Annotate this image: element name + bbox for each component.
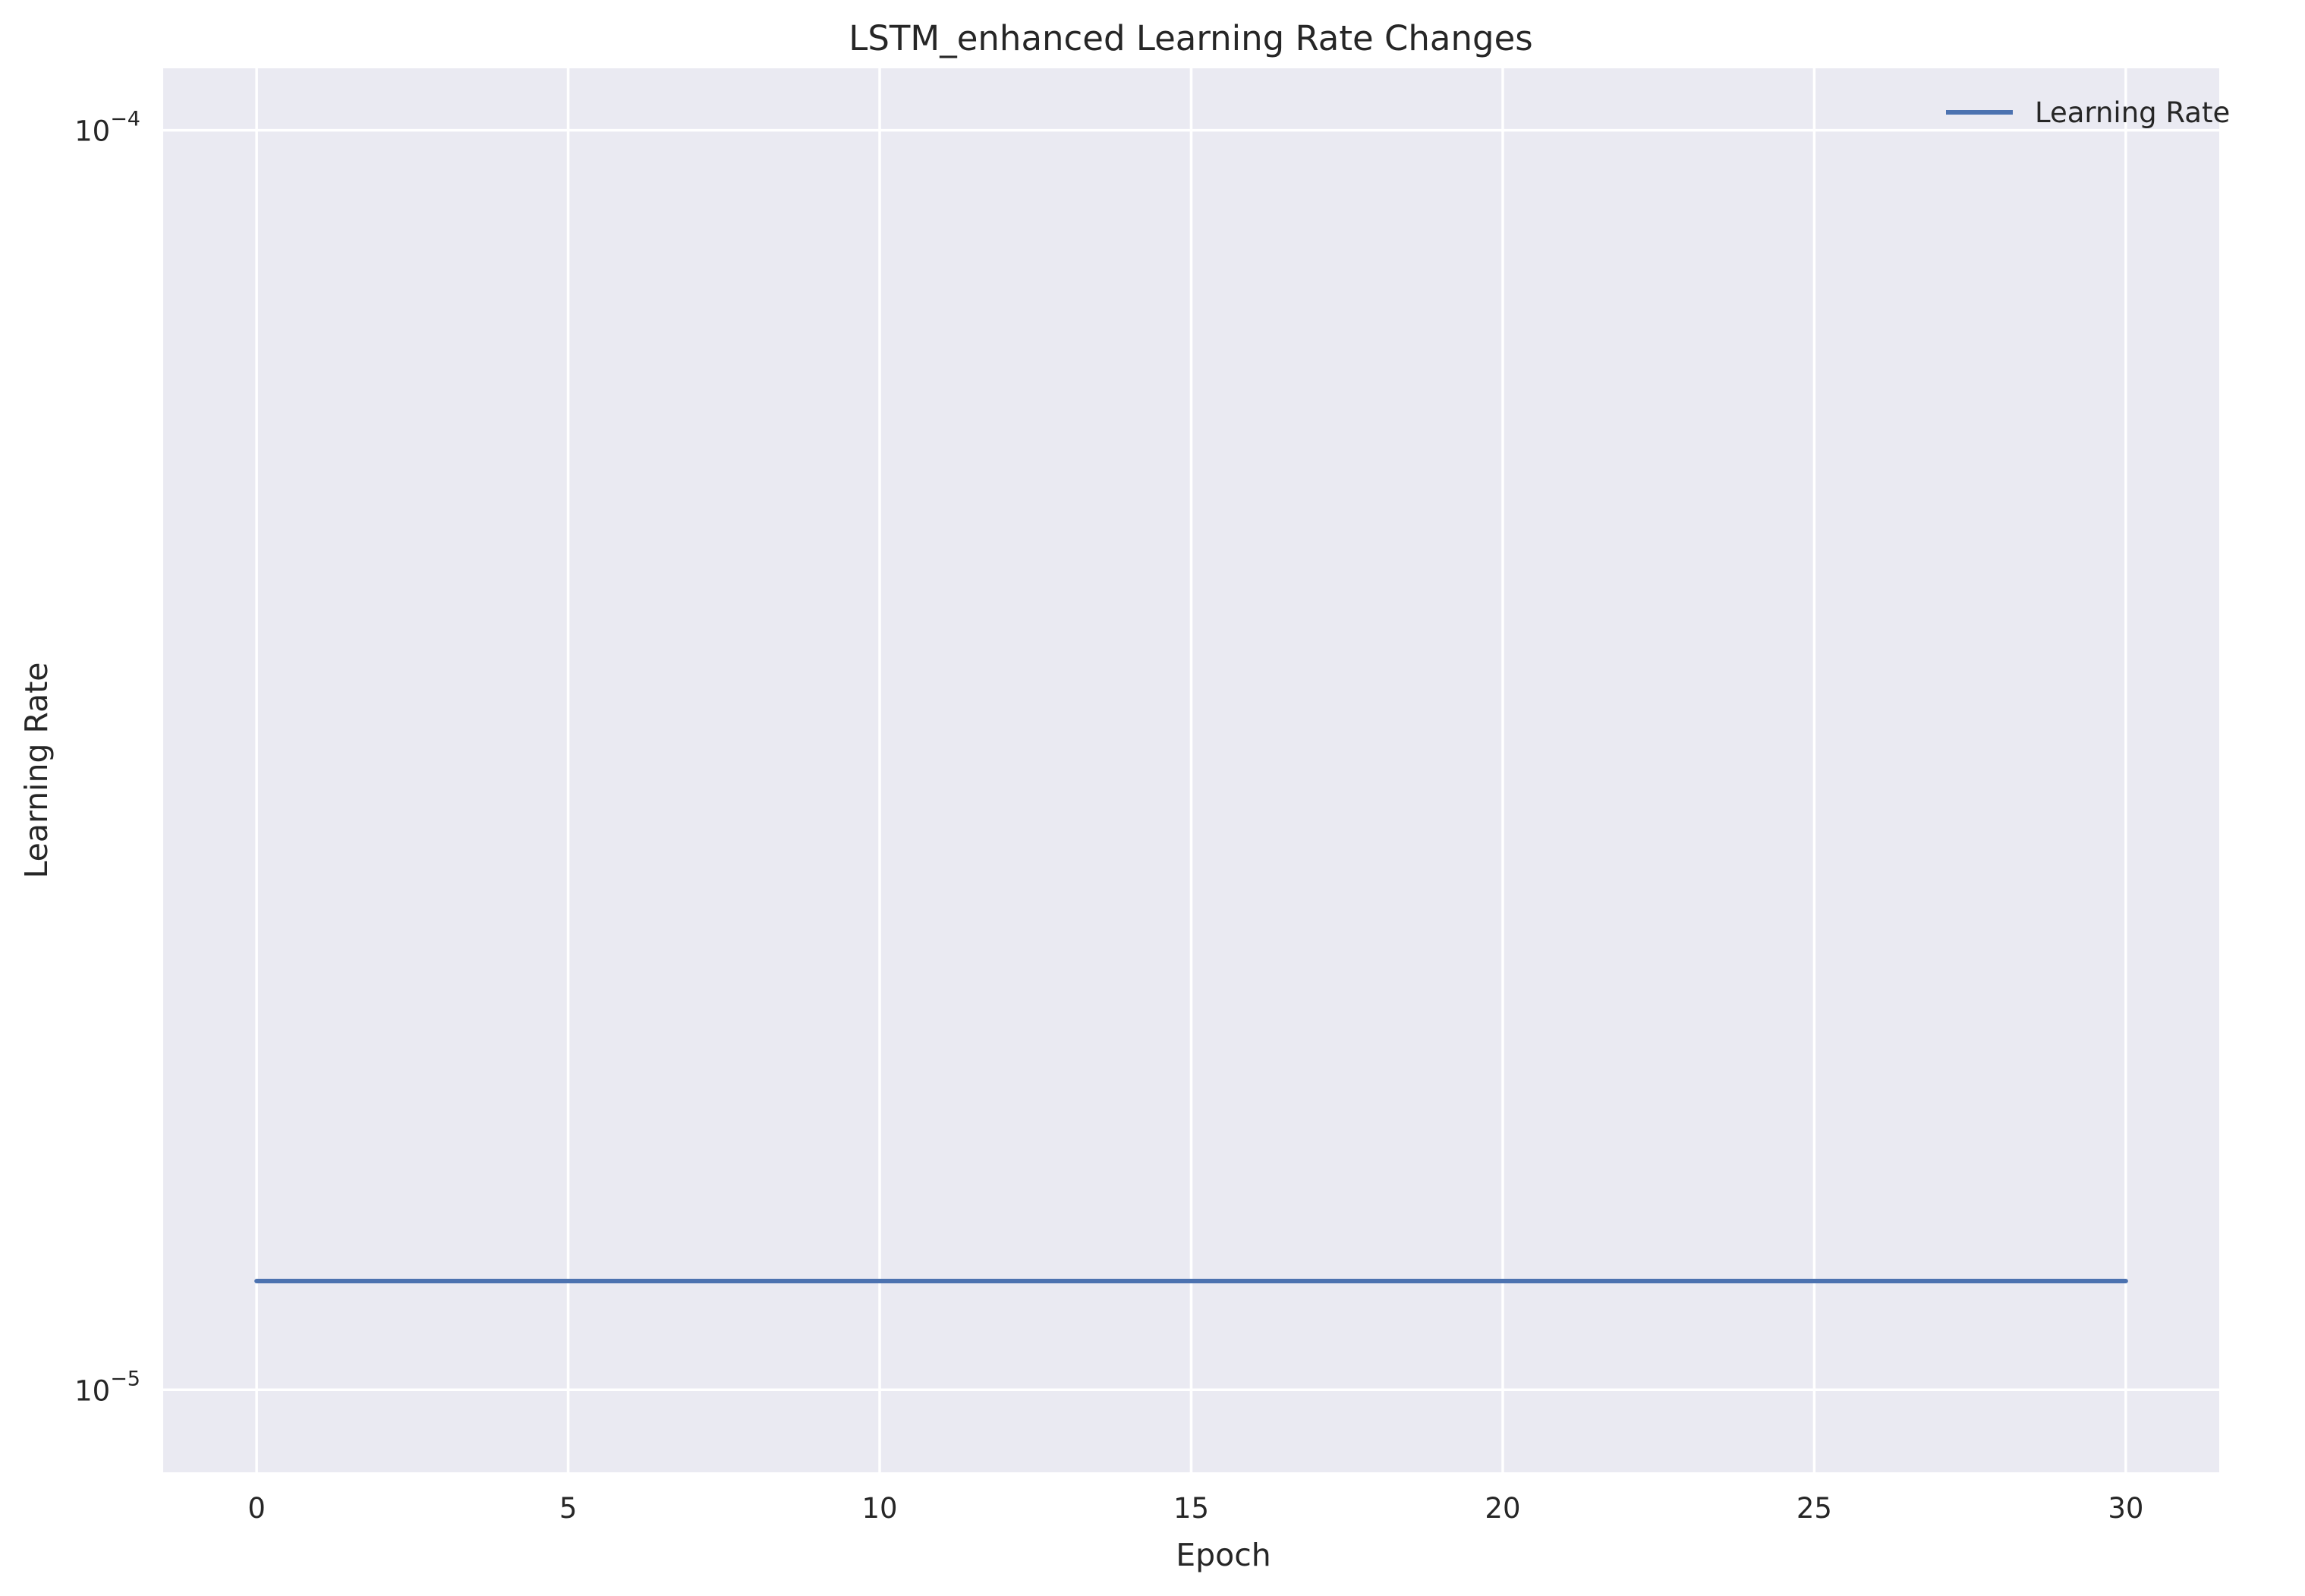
x-tick-labels: 0 5 10 15 20 25 30 <box>247 1492 2143 1525</box>
y-tick-base: 10 <box>74 1374 110 1407</box>
y-tick-label: 10−4 <box>74 108 140 148</box>
legend-label: Learning Rate <box>2035 96 2230 129</box>
y-tick-base: 10 <box>74 115 110 148</box>
x-tick-label: 10 <box>861 1492 897 1525</box>
y-tick-label: 10−5 <box>74 1367 140 1407</box>
y-tick-labels: 10−410−5 <box>74 108 140 1408</box>
x-tick-label: 20 <box>1485 1492 1520 1525</box>
y-tick-exponent: −5 <box>110 1367 140 1390</box>
chart-title: LSTM_enhanced Learning Rate Changes <box>849 18 1532 58</box>
x-tick-label: 25 <box>1796 1492 1832 1525</box>
x-tick-label: 30 <box>2108 1492 2143 1525</box>
y-axis-label: Learning Rate <box>18 662 55 878</box>
x-tick-label: 0 <box>247 1492 266 1525</box>
x-tick-label: 5 <box>559 1492 578 1525</box>
x-axis-label: Epoch <box>1176 1537 1271 1573</box>
x-tick-label: 15 <box>1173 1492 1209 1525</box>
legend: Learning Rate <box>1946 96 2230 129</box>
y-tick-exponent: −4 <box>110 108 140 131</box>
grid-lines <box>163 68 2219 1472</box>
